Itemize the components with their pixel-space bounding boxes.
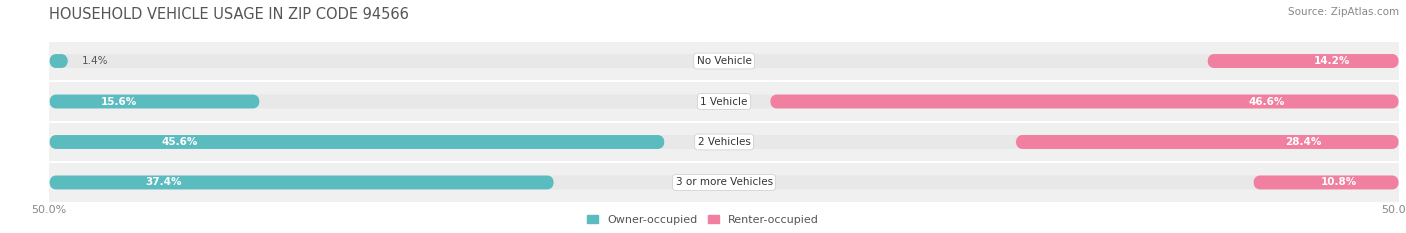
Text: 15.6%: 15.6% <box>101 96 138 106</box>
FancyBboxPatch shape <box>49 175 554 189</box>
Text: 14.2%: 14.2% <box>1313 56 1350 66</box>
FancyBboxPatch shape <box>49 95 260 108</box>
Text: 45.6%: 45.6% <box>162 137 198 147</box>
FancyBboxPatch shape <box>49 175 1399 189</box>
Text: 46.6%: 46.6% <box>1249 96 1284 106</box>
Text: No Vehicle: No Vehicle <box>696 56 752 66</box>
Text: HOUSEHOLD VEHICLE USAGE IN ZIP CODE 94566: HOUSEHOLD VEHICLE USAGE IN ZIP CODE 9456… <box>49 7 409 22</box>
Text: 28.4%: 28.4% <box>1285 137 1322 147</box>
Text: Source: ZipAtlas.com: Source: ZipAtlas.com <box>1288 7 1399 17</box>
FancyBboxPatch shape <box>770 95 1399 108</box>
FancyBboxPatch shape <box>1015 135 1399 149</box>
FancyBboxPatch shape <box>49 95 1399 108</box>
FancyBboxPatch shape <box>49 135 1399 149</box>
FancyBboxPatch shape <box>1253 175 1399 189</box>
Text: 10.8%: 10.8% <box>1320 178 1357 188</box>
Text: 3 or more Vehicles: 3 or more Vehicles <box>675 178 773 188</box>
FancyBboxPatch shape <box>49 135 665 149</box>
FancyBboxPatch shape <box>49 54 1399 68</box>
FancyBboxPatch shape <box>1208 54 1399 68</box>
Text: 37.4%: 37.4% <box>145 178 181 188</box>
FancyBboxPatch shape <box>49 54 67 68</box>
Text: 2 Vehicles: 2 Vehicles <box>697 137 751 147</box>
Text: 1.4%: 1.4% <box>82 56 108 66</box>
Text: 1 Vehicle: 1 Vehicle <box>700 96 748 106</box>
Legend: Owner-occupied, Renter-occupied: Owner-occupied, Renter-occupied <box>586 215 820 225</box>
